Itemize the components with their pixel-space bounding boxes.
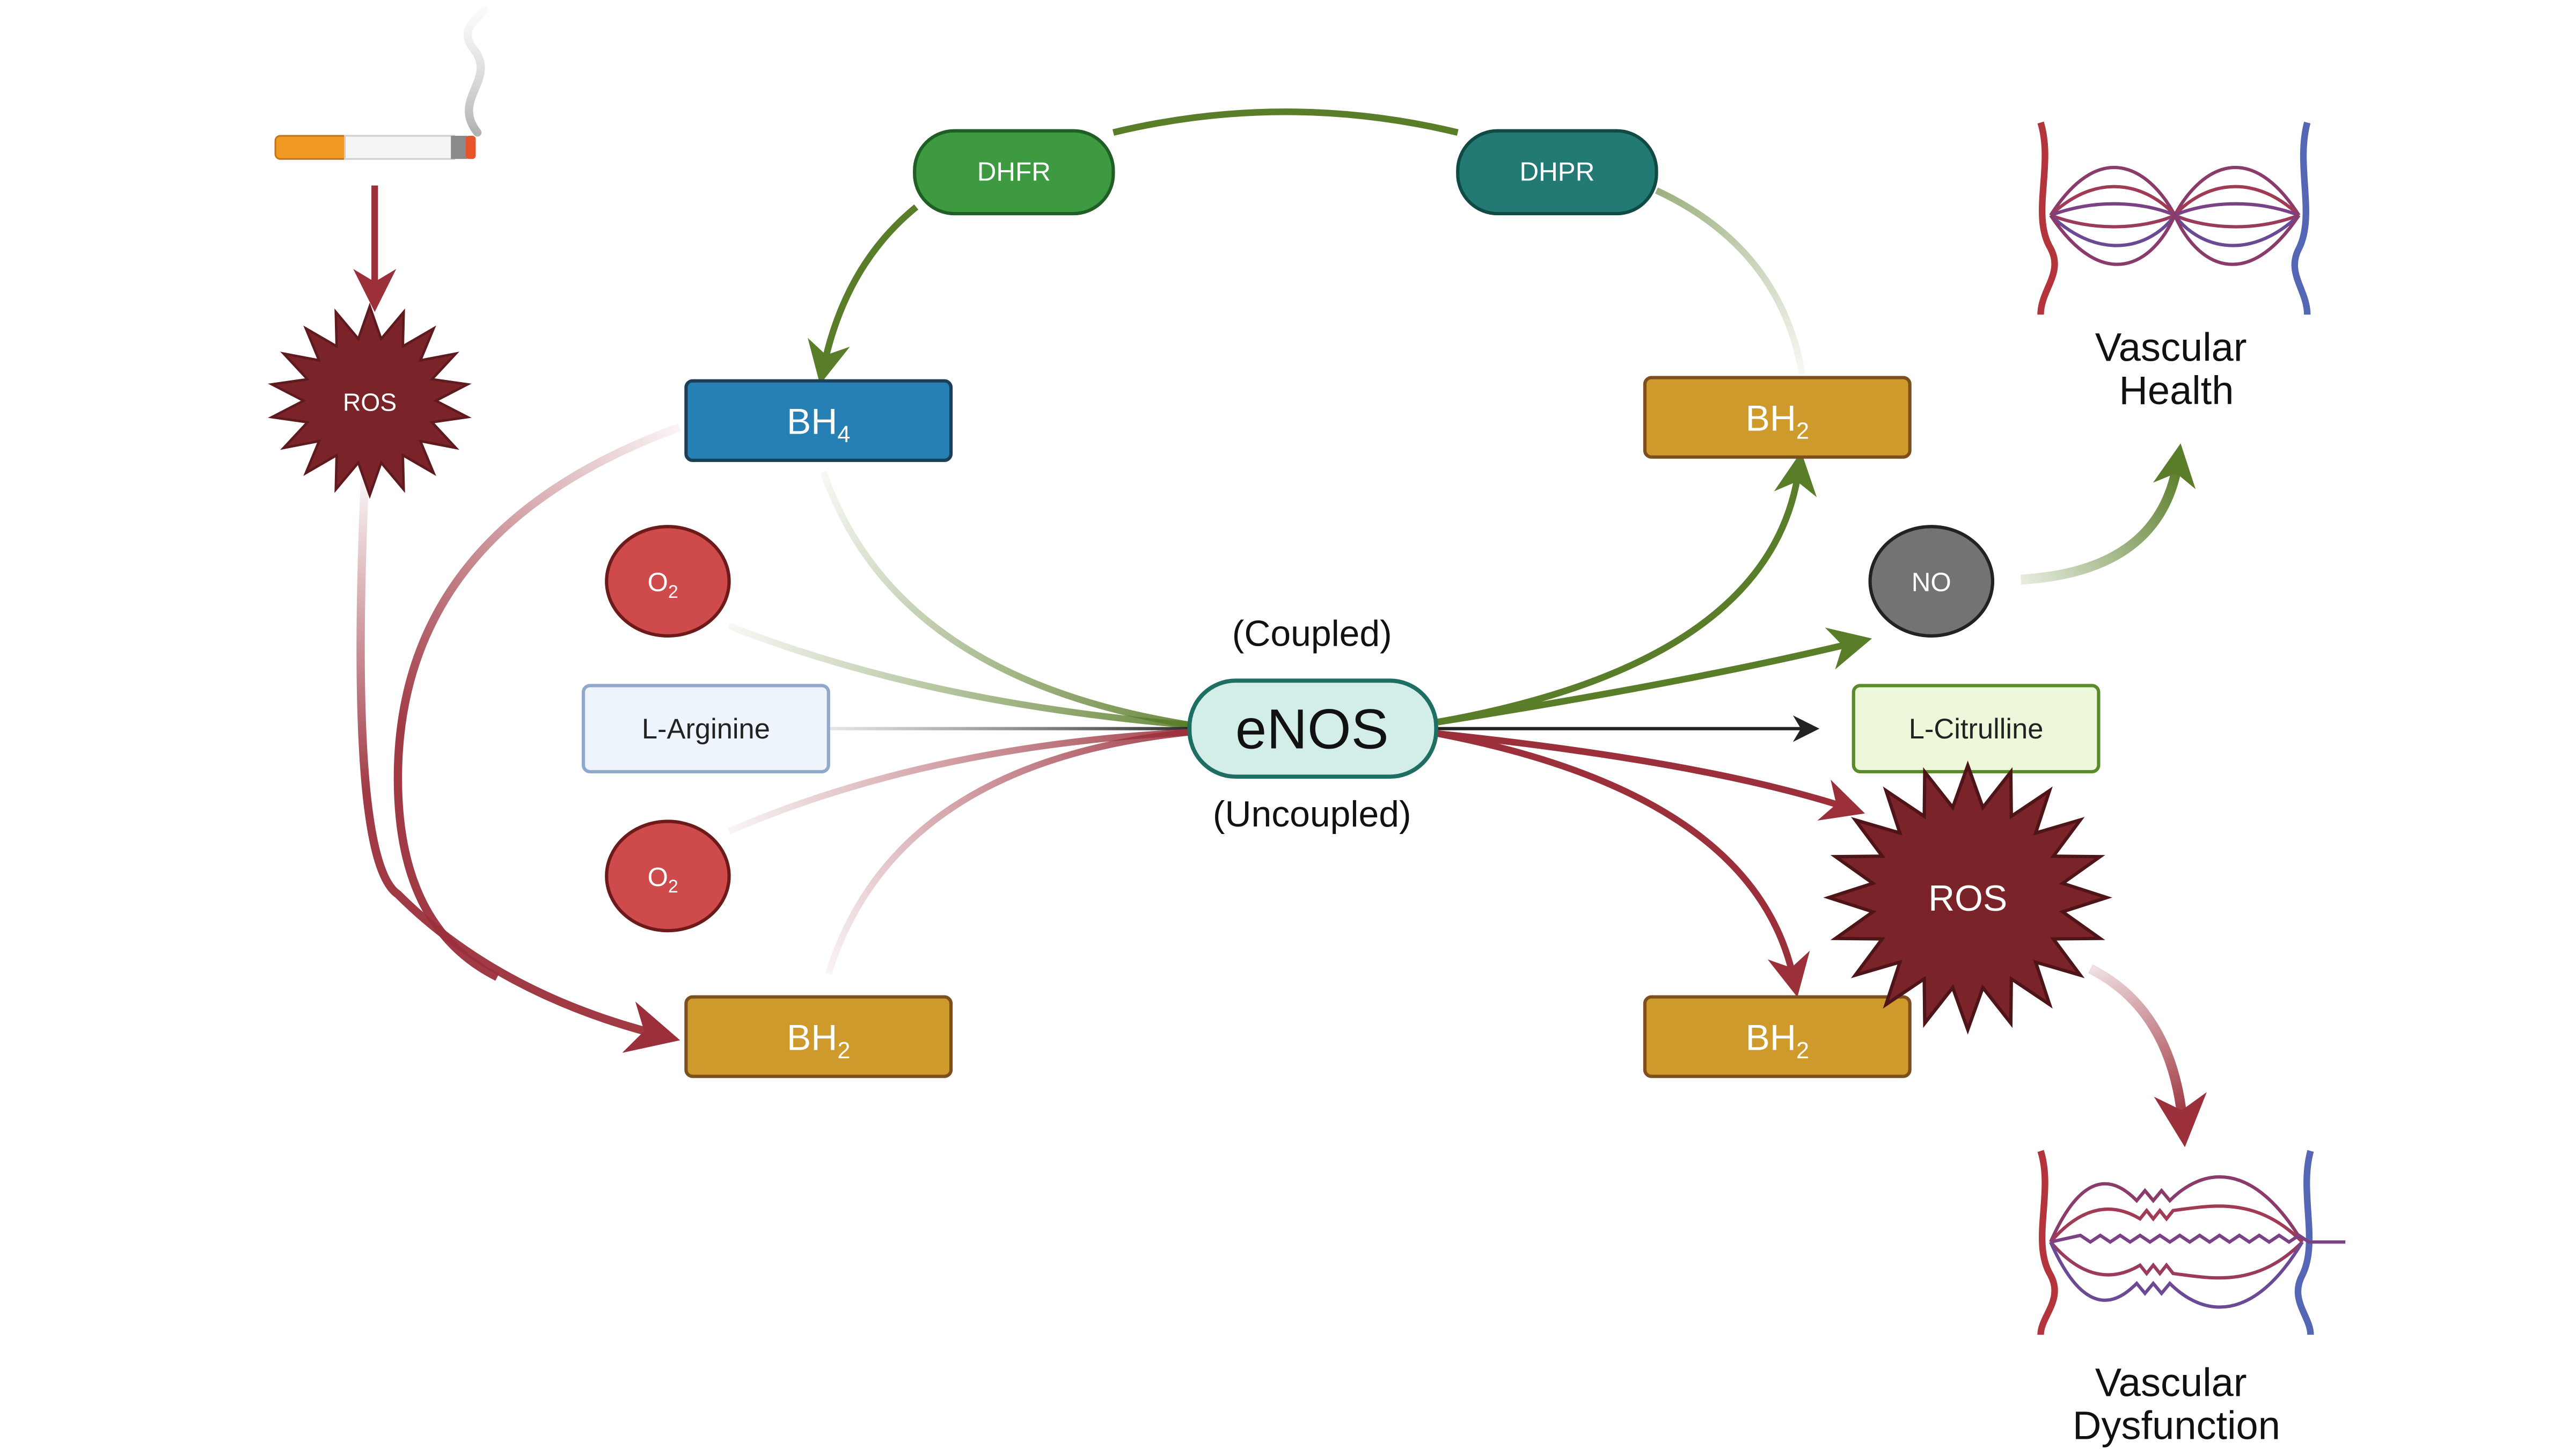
- arrow-dhfr-to-bh4: [808, 204, 919, 385]
- damaged-vessels-icon: [2037, 1150, 2346, 1335]
- bh2-bottom-right-node: BH2: [1643, 995, 1912, 1078]
- arrow-bh2-to-dhpr: [1655, 187, 1806, 375]
- bh2-bottom-right-subscript: 2: [1796, 1038, 1809, 1064]
- arrow-bh4-to-bh2-lower: [393, 423, 681, 981]
- dhpr-node: DHPR: [1456, 129, 1658, 216]
- ros-small-label: ROS: [343, 388, 397, 416]
- l-arginine-label: L-Arginine: [642, 714, 770, 745]
- l-citrulline-node: L-Citrulline: [1851, 684, 2101, 774]
- svg-text:BH2: BH2: [1746, 1018, 1809, 1063]
- vascular-dysfunction-line-2: Dysfunction: [2073, 1403, 2280, 1447]
- vascular-health-line-1: Vascular: [2095, 325, 2247, 370]
- o2-lower-subscript: 2: [668, 876, 678, 897]
- vascular-dysfunction-line-1: Vascular: [2095, 1360, 2247, 1404]
- arrow-dhpr-to-dhfr: [1113, 108, 1459, 136]
- arrow-bh2-lower-to-enos: [825, 728, 1194, 975]
- bh4-subscript: 4: [837, 422, 850, 448]
- arrow-no-to-vascular-health: [2020, 443, 2196, 585]
- no-node: NO: [1868, 525, 1995, 638]
- ros-large-label: ROS: [1928, 879, 2007, 919]
- svg-text:BH4: BH4: [787, 401, 850, 447]
- l-arginine-node: L-Arginine: [581, 684, 830, 774]
- bh2-bottom-left-subscript: 2: [837, 1038, 850, 1064]
- o2-lower-label: O: [648, 862, 668, 892]
- bh2-bottom-right-label: BH: [1746, 1018, 1796, 1058]
- o2-upper-label: O: [648, 568, 668, 597]
- bh2-top-right-node: BH2: [1643, 376, 1912, 459]
- arrow-enos-to-no: [1437, 627, 1872, 726]
- o2-upper-subscript: 2: [668, 582, 678, 602]
- bh2-bottom-left-node: BH2: [684, 995, 953, 1078]
- dhfr-node: DHFR: [913, 129, 1115, 216]
- bh2-top-right-label: BH: [1746, 398, 1796, 438]
- ros-small-starburst-icon: [268, 302, 472, 499]
- svg-text:O2: O2: [648, 568, 678, 602]
- svg-text:BH2: BH2: [1746, 398, 1809, 444]
- ros-large-starburst-icon: [1823, 760, 2112, 1035]
- smoke-icon: [463, 5, 488, 137]
- arrow-enos-to-ros: [1437, 730, 1865, 821]
- vascular-dysfunction-label: Vascular Dysfunction: [2073, 1360, 2280, 1447]
- dhfr-label: DHFR: [977, 157, 1051, 186]
- bh2-bottom-left-label: BH: [787, 1018, 837, 1058]
- arrow-enos-to-bh2-top: [1437, 451, 1817, 726]
- ros-small-node: ROS: [268, 302, 472, 499]
- coupled-label: (Coupled): [1232, 613, 1392, 654]
- vascular-health-line-2: Health: [2119, 368, 2234, 413]
- bh4-node: BH4: [684, 379, 953, 462]
- arrow-bh4-to-enos: [820, 471, 1194, 729]
- l-citrulline-label: L-Citrulline: [1909, 714, 2044, 745]
- vascular-health-label: Vascular Health: [2095, 325, 2258, 413]
- enos-node: eNOS: [1187, 678, 1439, 779]
- enos-label: eNOS: [1235, 698, 1389, 761]
- o2-upper-node: O2: [605, 525, 731, 638]
- cigarette-icon: [274, 5, 488, 160]
- no-label: NO: [1912, 568, 1951, 597]
- svg-text:O2: O2: [648, 862, 678, 897]
- healthy-vessels-icon: [2037, 121, 2311, 315]
- arrow-ros-to-bh2: [356, 480, 680, 1053]
- arrow-o2-lower-to-enos: [728, 728, 1193, 835]
- dhpr-label: DHPR: [1519, 157, 1594, 186]
- arrow-o2-upper-to-enos: [728, 623, 1194, 729]
- connectors: [353, 108, 2207, 1147]
- ros-large-node: ROS: [1823, 760, 2112, 1035]
- arrow-ros-to-vascular-dysfunction: [2088, 964, 2207, 1147]
- bh4-label: BH: [787, 401, 837, 442]
- uncoupled-label: (Uncoupled): [1213, 794, 1411, 835]
- o2-lower-node: O2: [605, 819, 731, 933]
- arrow-enos-to-bh2-bottom: [1437, 730, 1810, 998]
- svg-text:BH2: BH2: [787, 1018, 850, 1063]
- bh2-top-right-subscript: 2: [1796, 419, 1809, 444]
